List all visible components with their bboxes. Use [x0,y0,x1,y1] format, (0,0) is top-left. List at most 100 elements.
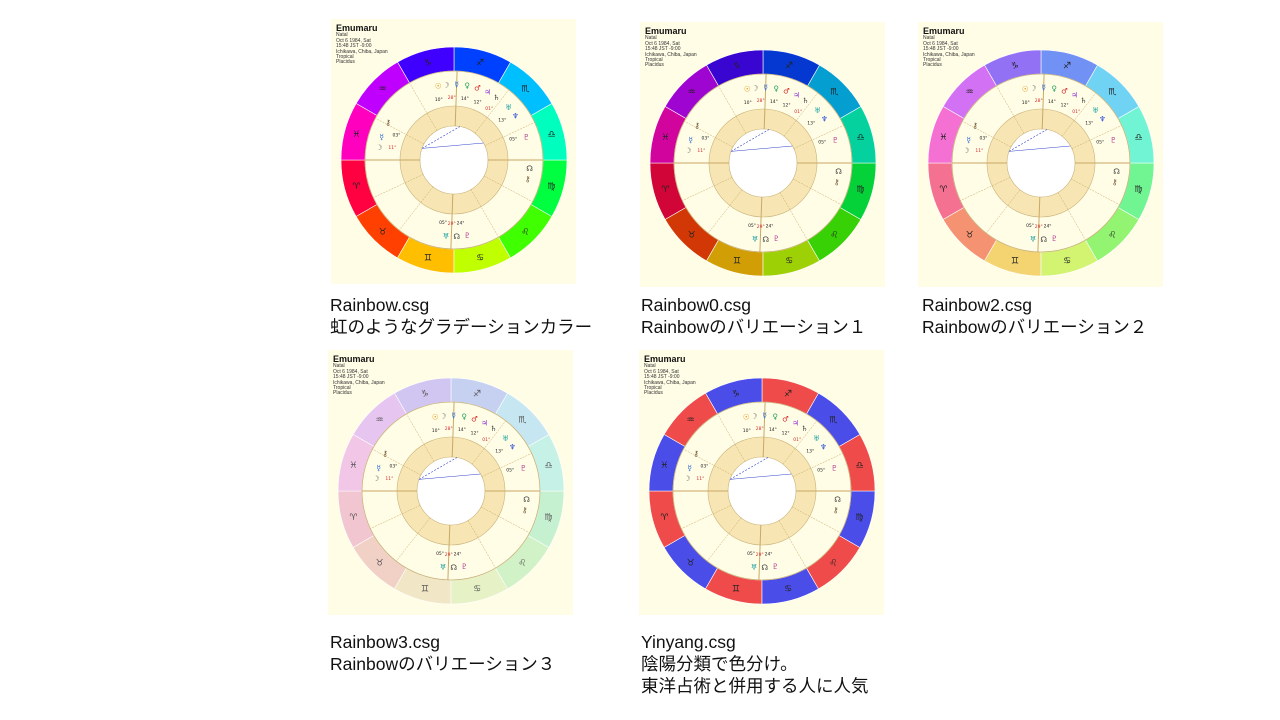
planet-icon: ♄ [490,424,497,433]
planet-icon: ☽ [751,411,758,420]
house-cusp-line [960,177,1011,201]
zodiac-sign-icon: ♍ [856,513,864,523]
aspect-line [419,473,481,480]
house-cusp-line [1057,192,1086,241]
chart-header-line: 15:48 JST -9:00 [645,46,681,53]
zodiac-sign-icon: ♋ [476,254,484,264]
degree-label: 29° [756,552,764,558]
aspect-line [730,473,792,480]
planet-icon: ⚷ [834,177,840,186]
house-cusp-line [718,85,747,134]
zodiac-sign-icon: ♉ [379,227,387,237]
zodiac-sign-icon: ♋ [785,257,793,267]
zodiac-sign-icon: ♊ [421,585,429,595]
degree-label: 29° [448,221,456,227]
zodiac-sign-icon: ♌ [518,558,526,568]
house-cusp-line [480,506,530,534]
planet-icon: ♅ [1030,235,1037,244]
planet-icon: ♃ [484,88,491,97]
house-cusp-line [683,448,733,476]
planet-icon: ⚷ [522,505,528,514]
house-cusp-line [375,117,425,145]
degree-label: 01° [793,437,801,443]
house-cusp-line [778,520,807,569]
aspect-circle [416,456,486,526]
zodiac-sign-icon: ♌ [1108,230,1116,240]
degree-label: 29° [445,552,453,558]
house-cusp-line [762,402,766,458]
horoscope-wheel: ♈♉♊ ♋♌♍♎♏♐♑♒♓☉ ☽ ☿ ♀ ♂ ♃♄♅♆♇☊⚷☽☿⚷♇☊♅10° 28° 14°1… [337,377,565,605]
chart-header-line: Oct 6 1984, Sat [923,40,958,47]
planet-icon: ♄ [1080,96,1087,105]
planet-icon: ☽ [373,474,380,483]
chart-header-line: Oct 6 1984, Sat [336,37,371,44]
planet-icon: ☽ [443,80,450,89]
caption-yinyang: Yinyang.csg 陰陽分類で色分け。 東洋占術と併用する人に人気 [641,631,869,697]
degree-label: 11° [385,476,393,482]
degree-label: 05° [506,467,514,473]
chart-preview-rainbow[interactable]: Emumaru Natal Oct 6 1984, Sat 15:48 JST … [331,19,576,284]
chart-header-line: Natal [333,363,345,370]
house-cusp-line [467,520,496,569]
chart-header-line: Tropical [645,57,663,64]
zodiac-sign-icon: ♋ [1063,257,1071,267]
chart-header-line: Oct 6 1984, Sat [645,40,680,47]
planet-icon: ☿ [379,133,384,142]
chart-preview-rainbow3[interactable]: Emumaru Natal Oct 6 1984, Sat 15:48 JST … [328,350,573,615]
house-cusp-line [1070,178,1120,206]
planet-icon: ☊ [834,495,841,504]
degree-label: 12° [471,431,479,437]
chart-header: Emumaru Natal Oct 6 1984, Sat 15:48 JST … [645,26,697,69]
planet-icon: ☊ [761,563,768,572]
planet-icon: ♇ [1051,234,1058,243]
caption-description: Rainbowのバリエーション２ [922,317,1148,337]
planet-icon: ♀ [464,81,470,90]
degree-label: 01° [1072,109,1080,115]
caption-rainbow0: Rainbow0.csg Rainbowのバリエーション１ [641,294,866,338]
zodiac-sign-icon: ♍ [857,185,865,195]
caption-description: 虹のようなグラデーションカラー [330,317,593,337]
planet-icon: ♂ [1061,87,1068,96]
chart-header-line: Tropical [336,54,354,61]
house-cusp-line [681,505,732,529]
zodiac-sign-icon: ♓ [660,461,668,471]
chart-preview-yinyang[interactable]: Emumaru Natal Oct 6 1984, Sat 15:48 JST … [639,350,884,615]
house-cusp-line [782,420,817,465]
house-cusp-line [684,120,734,148]
house-cusp-line [779,192,808,241]
zodiac-sign-icon: ♉ [688,230,696,240]
planet-icon: ♇ [1110,136,1117,145]
chart-preview-rainbow2[interactable]: Emumaru Natal Oct 6 1984, Sat 15:48 JST … [918,22,1163,287]
planet-icon: ♂ [782,415,789,424]
planet-icon: ☿ [762,411,767,420]
house-cusp-line [409,82,438,131]
degree-label: 14° [769,427,777,433]
house-cusp-line [470,189,499,238]
planet-icon: ♆ [1099,114,1106,123]
house-cusp-line [451,402,455,458]
degree-label: 24° [457,221,465,227]
degree-label: 05° [436,551,444,557]
chart-header-line: Ichikawa, Chiba, Japan [923,51,975,58]
caption-description: 東洋占術と併用する人に人気 [641,676,869,696]
degree-label: 11° [388,145,396,151]
zodiac-sign-icon: ♒ [376,416,384,426]
zodiac-sign-icon: ♐ [1063,61,1071,71]
house-cusp-line [1071,125,1122,149]
chart-header-line: Placidus [923,62,942,69]
zodiac-sign-icon: ♊ [424,254,432,264]
degree-label: 03° [389,463,397,469]
planet-icon: ♇ [772,562,779,571]
degree-label: 05° [747,551,755,557]
chart-preview-rainbow0[interactable]: Emumaru Natal Oct 6 1984, Sat 15:48 JST … [640,22,885,287]
degree-label: 14° [461,96,469,102]
planet-icon: ♄ [801,424,808,433]
zodiac-sign-icon: ♎ [857,133,865,143]
degree-label: 10° [1022,100,1030,106]
zodiac-sign-icon: ♎ [548,130,556,140]
planet-icon: ☿ [451,411,456,420]
chart-header-line: Oct 6 1984, Sat [644,368,679,375]
planet-icon: ♆ [512,111,519,120]
planet-icon: ☿ [454,80,459,89]
planet-icon: ☉ [432,413,439,422]
